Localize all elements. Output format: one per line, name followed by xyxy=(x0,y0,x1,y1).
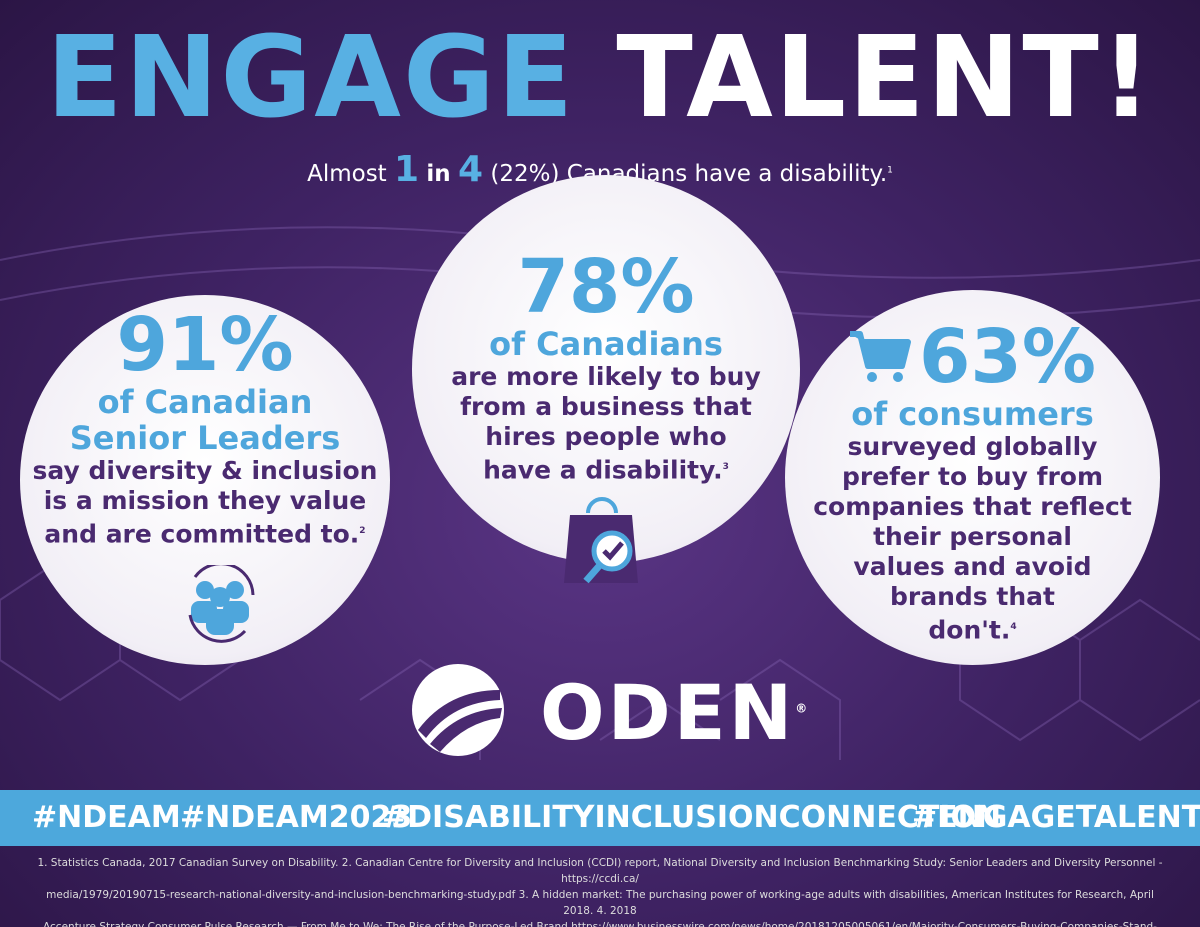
stat-text: is a mission they value xyxy=(43,486,367,515)
hashtag: #DISABILITYINCLUSIONCONNECTION xyxy=(382,800,1002,835)
stat-value: 63% xyxy=(918,314,1097,400)
footnote-ref: 1 xyxy=(887,165,893,176)
stat-text-line: don't. xyxy=(928,615,1011,645)
hashtag: #NDEAM2023 xyxy=(180,800,413,835)
logo-mark xyxy=(412,664,504,756)
stat-subject: of Canadians xyxy=(489,325,723,363)
logo-name: ODEN xyxy=(540,668,796,757)
cart-icon xyxy=(850,331,911,382)
stat: 91% of Canadian Senior Leaders say diver… xyxy=(25,306,385,549)
stat-text-line: and are committed to. xyxy=(44,519,360,549)
stat-text: from a business that xyxy=(460,392,752,421)
hashtag: #NDEAM xyxy=(32,800,181,835)
logo: ODEN® xyxy=(540,668,810,757)
stat-text: and are committed to.2 xyxy=(25,516,385,549)
people-icon xyxy=(188,565,255,643)
logo-mark-text: ® xyxy=(795,701,811,716)
stat-value: 91% xyxy=(116,302,294,388)
title-blue: ENGAGE xyxy=(46,13,576,143)
stat-text: hires people who xyxy=(485,422,727,451)
stat-text: have a disability.3 xyxy=(420,452,792,485)
footnote-ref: 3 xyxy=(722,462,729,472)
stat-text: their personal xyxy=(873,522,1072,551)
stat-text: are more likely to buy xyxy=(451,362,761,391)
stat-subject: Senior Leaders xyxy=(69,419,341,457)
stat: 78% of Canadians are more likely to buy … xyxy=(420,248,792,485)
footnote-ref: 2 xyxy=(359,526,366,536)
stat: 63% of consumers surveyed globally prefe… xyxy=(790,318,1155,645)
footnote-line: Accenture Strategy Consumer Pulse Resear… xyxy=(43,921,1157,927)
stat-text: values and avoid xyxy=(853,552,1092,581)
stat-text: surveyed globally xyxy=(847,432,1098,461)
subtitle-prefix: Almost xyxy=(307,161,387,187)
stat-text: don't.4 xyxy=(790,612,1155,645)
title: ENGAGE TALENT! xyxy=(0,18,1200,138)
hashtag: #ENGAGETALENT xyxy=(912,800,1200,835)
subtitle: Almost 1 in 4 (22%) Canadians have a dis… xyxy=(0,150,1200,194)
subtitle-mid: in xyxy=(426,161,451,187)
stat-text-line: have a disability. xyxy=(483,455,723,485)
stat-subject: of consumers xyxy=(851,395,1094,433)
stat-circle xyxy=(785,290,1160,665)
footnote-ref: 4 xyxy=(1010,622,1017,632)
title-white: TALENT! xyxy=(616,13,1154,143)
stat-value: 78% xyxy=(517,244,695,330)
footnotes: 1. Statistics Canada, 2017 Canadian Surv… xyxy=(30,855,1170,927)
stat-text: companies that reflect xyxy=(813,492,1132,521)
stat-text: say diversity & inclusion xyxy=(32,456,378,485)
stat-text: prefer to buy from xyxy=(842,462,1103,491)
subtitle-number: 1 xyxy=(394,149,420,190)
stat-subject: of Canadian xyxy=(97,383,313,421)
hashtag-bar: #NDEAM #NDEAM2023 #DISABILITYINCLUSIONCO… xyxy=(0,790,1200,846)
stat-text: brands that xyxy=(890,582,1055,611)
footnote-line: 1. Statistics Canada, 2017 Canadian Surv… xyxy=(37,857,1163,885)
footnote-line: media/1979/20190715-research-national-di… xyxy=(46,889,1154,917)
subtitle-number: 4 xyxy=(457,149,484,190)
bag-icon xyxy=(564,497,638,584)
